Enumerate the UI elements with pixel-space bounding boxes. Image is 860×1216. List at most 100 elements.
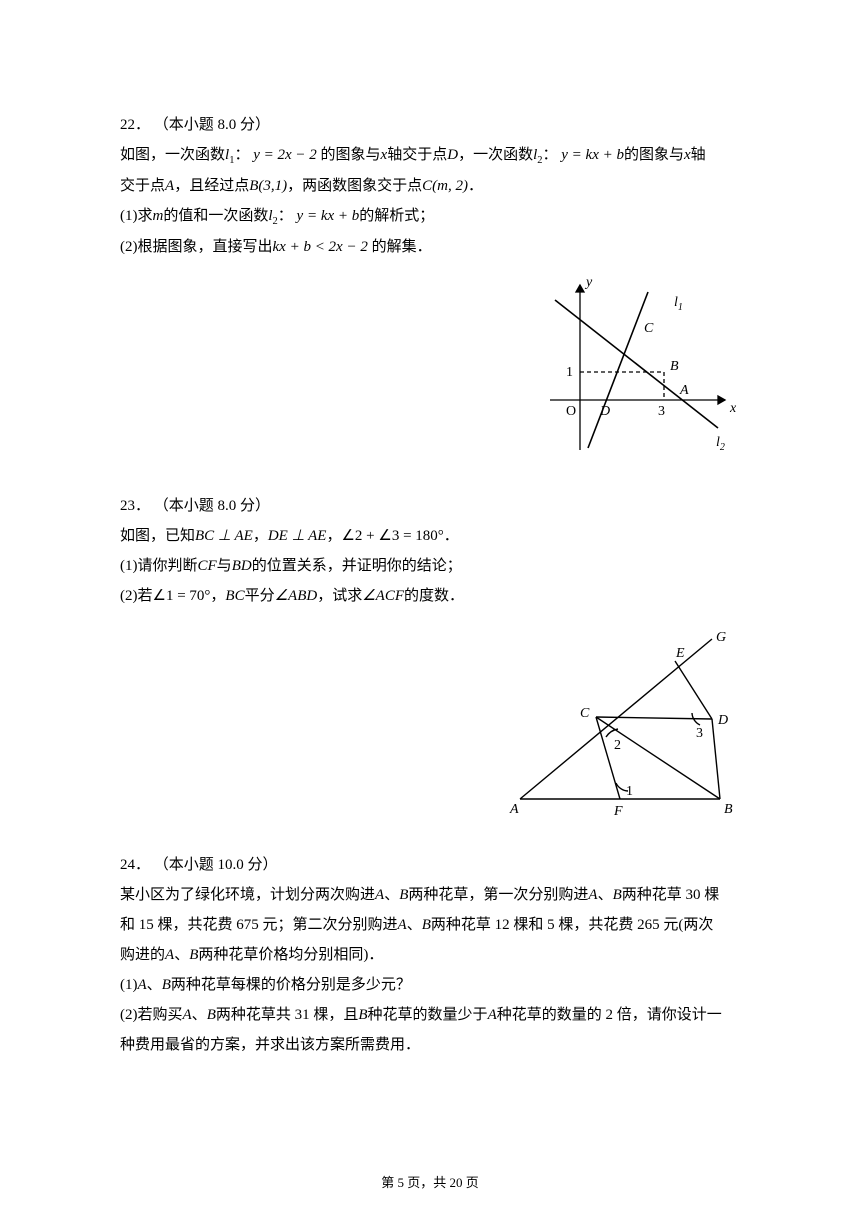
q24-q2d: 种花草的数量少于 — [368, 1007, 488, 1023]
q22-t1a: 如图，一次函数 — [120, 147, 225, 163]
q22-t2c: ，两函数图象交于点 — [287, 178, 422, 194]
q24-A5: A — [138, 977, 147, 993]
q22-t1g: 的图象与 — [624, 147, 684, 163]
q24-A1: A — [375, 887, 384, 903]
q24-q1c: 两种花草每棵的价格分别是多少元？ — [171, 977, 411, 993]
q24-p2a: 和 15 棵，共花费 675 元；第二次分别购进 — [120, 917, 398, 933]
svg-text:y: y — [584, 275, 593, 290]
q23-t2c: 的位置关系，并证明你的结论； — [252, 558, 462, 574]
q24-q3: 种费用最省的方案，并求出该方案所需费用． — [120, 1037, 420, 1053]
q22-eq1: y = 2x − 2 — [253, 147, 317, 163]
svg-text:B: B — [670, 359, 679, 374]
page: 22． （本小题 8.0 分） 如图，一次函数l1： y = 2x − 2 的图… — [0, 0, 860, 1216]
q23-t3d: ，试求 — [317, 588, 362, 604]
q24-q2b: 、 — [192, 1007, 207, 1023]
q22-t3d: 的解析式； — [359, 208, 434, 224]
q24-q1b: 、 — [147, 977, 162, 993]
q23-deae: DE ⊥ AE — [268, 528, 327, 544]
q22-eq2: y = kx + b — [561, 147, 624, 163]
problem-22: 22． （本小题 8.0 分） 如图，一次函数l1： y = 2x − 2 的图… — [120, 110, 740, 262]
q23-t3e: 的度数． — [404, 588, 464, 604]
q22-A: A — [165, 178, 174, 194]
q24-q2e: 种花草的数量的 2 倍，请你设计一 — [497, 1007, 722, 1023]
svg-text:B: B — [724, 802, 733, 817]
svg-text:O: O — [566, 404, 576, 419]
q22-m: m — [153, 208, 164, 224]
svg-text:1: 1 — [626, 784, 633, 799]
q24-p3a: 购进的 — [120, 947, 165, 963]
problem-23: 23． （本小题 8.0 分） 如图，已知BC ⊥ AE，DE ⊥ AE，∠2 … — [120, 491, 740, 611]
q23-abd: ∠ABD — [275, 588, 318, 604]
q22-t3a: (1)求 — [120, 208, 153, 224]
page-footer: 第 5 页，共 20 页 — [0, 1170, 860, 1196]
q24-q2a: (2)若购买 — [120, 1007, 183, 1023]
q24-q1a: (1) — [120, 977, 138, 993]
q24-p3c: 两种花草价格均分别相同)． — [198, 947, 383, 963]
svg-text:l2: l2 — [716, 435, 725, 453]
svg-text:E: E — [675, 646, 685, 661]
svg-text:A: A — [679, 383, 689, 398]
q24-q2c: 两种花草共 31 棵，且 — [216, 1007, 359, 1023]
q22-B: B(3,1) — [249, 178, 287, 194]
q22-figure: y x O 1 3 D A B C l1 l2 — [520, 270, 740, 471]
q24-A2: A — [588, 887, 597, 903]
q23-ang23: ∠2 + ∠3 = 180° — [341, 528, 443, 544]
q24-p2c: 两种花草 12 棵和 5 棵，共花费 265 元(两次 — [431, 917, 714, 933]
q23-figure-wrap: A B F C E D G 1 2 3 — [120, 619, 740, 830]
svg-text:l1: l1 — [674, 295, 683, 313]
svg-text:G: G — [716, 630, 726, 645]
svg-text:D: D — [599, 404, 610, 419]
q24-p1c: 两种花草，第一次分别购进 — [408, 887, 588, 903]
q24-B5: B — [162, 977, 171, 993]
q22-C: C(m, 2) — [422, 178, 468, 194]
q24-A4: A — [165, 947, 174, 963]
svg-text:A: A — [509, 802, 519, 817]
q24-p1d: 、 — [598, 887, 613, 903]
q23-t1a: 如图，已知 — [120, 528, 195, 544]
q24-A3: A — [398, 917, 407, 933]
q22-t2d: ． — [468, 178, 483, 194]
q23-t3c: 平分 — [245, 588, 275, 604]
q22-ineq: kx + b < 2x − 2 — [273, 239, 368, 255]
q22-D: D — [447, 147, 458, 163]
q23-bcae: BC ⊥ AE — [195, 528, 253, 544]
q23-svg: A B F C E D G 1 2 3 — [500, 619, 740, 819]
svg-text:1: 1 — [566, 365, 573, 380]
q24-B4: B — [189, 947, 198, 963]
q23-number: 23． — [120, 498, 150, 514]
q23-t2a: (1)请你判断 — [120, 558, 198, 574]
q22-points: （本小题 8.0 分） — [154, 117, 270, 133]
q23-bd: BD — [232, 558, 252, 574]
q22-t1c: 的图象与 — [317, 147, 381, 163]
q24-number: 24． — [120, 857, 150, 873]
footer-text: 第 5 页，共 20 页 — [381, 1175, 479, 1190]
q24-A7: A — [488, 1007, 497, 1023]
q24-B1: B — [399, 887, 408, 903]
svg-text:x: x — [729, 401, 737, 416]
q22-t1d: 轴交于点 — [387, 147, 447, 163]
q23-t1b: ， — [253, 528, 268, 544]
q24-p1e: 两种花草 30 棵 — [622, 887, 720, 903]
q23-bc: BC — [225, 588, 244, 604]
q24-B6: B — [207, 1007, 216, 1023]
q24-B3: B — [422, 917, 431, 933]
svg-text:3: 3 — [658, 404, 665, 419]
q22-eq2b: y = kx + b — [297, 208, 360, 224]
q22-t3c: ： — [278, 208, 293, 224]
q24-p1b: 、 — [384, 887, 399, 903]
q24-B2: B — [613, 887, 622, 903]
q23-t1d: ． — [444, 528, 459, 544]
svg-text:F: F — [613, 804, 623, 819]
q23-ang1: ∠1 = 70° — [153, 588, 211, 604]
q22-t1e: ，一次函数 — [458, 147, 533, 163]
q23-acf: ∠ACF — [362, 588, 404, 604]
q23-t3b: ， — [210, 588, 225, 604]
svg-text:2: 2 — [614, 738, 621, 753]
q23-figure: A B F C E D G 1 2 3 — [500, 619, 740, 830]
svg-text:3: 3 — [696, 726, 703, 741]
q22-t1h: 轴 — [691, 147, 706, 163]
svg-text:C: C — [580, 706, 590, 721]
q22-svg: y x O 1 3 D A B C l1 l2 — [520, 270, 740, 460]
q24-p1a: 某小区为了绿化环境，计划分两次购进 — [120, 887, 375, 903]
q22-t2a: 交于点 — [120, 178, 165, 194]
